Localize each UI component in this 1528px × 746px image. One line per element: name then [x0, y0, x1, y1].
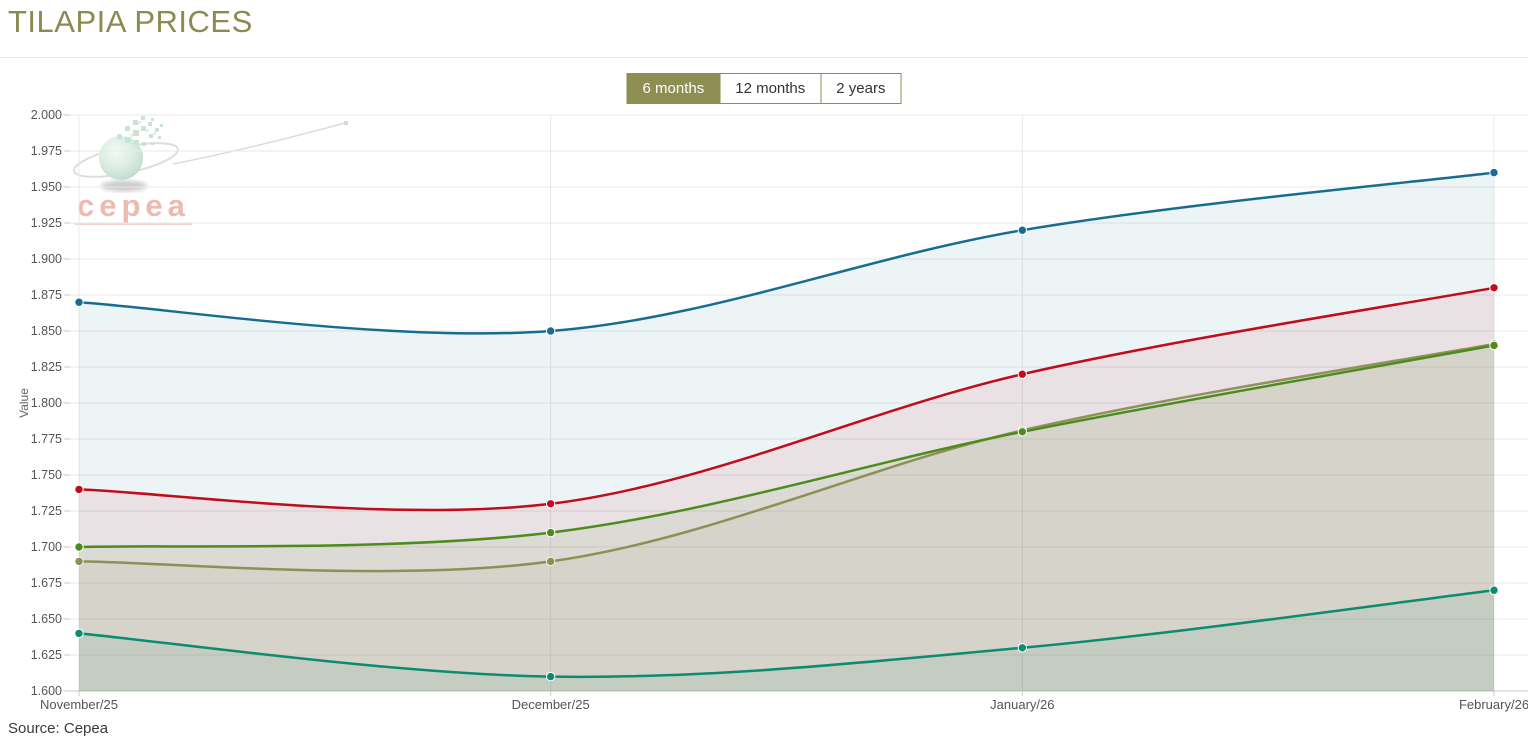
svg-text:1.825: 1.825: [31, 360, 62, 374]
series-teal: [74, 585, 1499, 691]
data-point-blue[interactable]: [74, 297, 84, 307]
data-point-red[interactable]: [74, 484, 84, 495]
series-green-area: [79, 345, 1494, 691]
data-point-teal[interactable]: [545, 671, 556, 682]
source-text: Source: Cepea: [8, 720, 109, 737]
svg-text:2.000: 2.000: [31, 108, 62, 122]
svg-text:1.925: 1.925: [31, 216, 62, 230]
svg-text:1.675: 1.675: [31, 576, 62, 590]
data-point-olive[interactable]: [74, 556, 84, 567]
series-teal-area: [79, 590, 1494, 691]
data-point-red[interactable]: [545, 499, 556, 509]
title-divider: [0, 57, 1528, 58]
data-point-green[interactable]: [545, 527, 556, 538]
series-green: [74, 340, 1499, 691]
range-button-6-months[interactable]: 6 months: [626, 73, 721, 104]
series-red: [74, 283, 1499, 691]
range-button-2-years[interactable]: 2 years: [820, 73, 902, 104]
series-olive-line: [77, 342, 1496, 573]
series-blue-area: [79, 172, 1494, 692]
svg-text:1.875: 1.875: [31, 288, 62, 302]
svg-text:1.850: 1.850: [31, 324, 62, 338]
y-axis-title: Value: [17, 388, 31, 418]
page-title: TILAPIA PRICES: [8, 4, 253, 39]
svg-text:1.725: 1.725: [31, 504, 62, 518]
data-point-teal[interactable]: [1489, 585, 1499, 595]
data-point-teal[interactable]: [1017, 643, 1028, 653]
svg-text:1.900: 1.900: [31, 252, 62, 266]
series-olive-area: [79, 343, 1494, 691]
data-point-red[interactable]: [1017, 369, 1028, 379]
x-axis-labels: November/25 December/25 January/26 February…: [40, 697, 1528, 712]
series-blue-line: [77, 171, 1496, 335]
y-axis-labels: 1.600 1.625 1.650 1.675 1.700 1.725 1.750 1.775…: [31, 108, 62, 698]
data-point-blue[interactable]: [1489, 167, 1499, 178]
svg-text:1.975: 1.975: [31, 144, 62, 158]
svg-text:January/26: January/26: [990, 697, 1054, 712]
svg-text:1.600: 1.600: [31, 684, 62, 698]
series-red-area: [79, 287, 1494, 691]
data-point-blue[interactable]: [545, 326, 556, 336]
data-point-blue[interactable]: [1017, 225, 1028, 235]
svg-text:1.800: 1.800: [31, 396, 62, 410]
x-gridlines: [78, 115, 1495, 696]
data-point-olive[interactable]: [545, 556, 556, 567]
range-button-12-months[interactable]: 12 months: [719, 73, 822, 104]
range-selector: 6 months 12 months 2 years: [626, 73, 902, 104]
data-point-green[interactable]: [1489, 340, 1499, 351]
svg-text:December/25: December/25: [512, 697, 590, 712]
series-teal-line: [77, 588, 1496, 679]
series-green-line: [77, 344, 1496, 549]
data-point-teal[interactable]: [74, 628, 84, 639]
series-blue: [74, 167, 1499, 692]
svg-text:February/26: February/26: [1459, 697, 1528, 712]
series-red-line: [77, 286, 1496, 512]
data-point-red[interactable]: [1489, 283, 1499, 293]
svg-text:November/25: November/25: [40, 697, 118, 712]
svg-text:1.650: 1.650: [31, 612, 62, 626]
svg-text:1.950: 1.950: [31, 180, 62, 194]
svg-text:1.750: 1.750: [31, 468, 62, 482]
data-point-green[interactable]: [74, 542, 84, 552]
svg-text:1.700: 1.700: [31, 540, 62, 554]
svg-text:1.775: 1.775: [31, 432, 62, 446]
svg-text:1.625: 1.625: [31, 648, 62, 662]
data-point-green[interactable]: [1017, 427, 1028, 437]
